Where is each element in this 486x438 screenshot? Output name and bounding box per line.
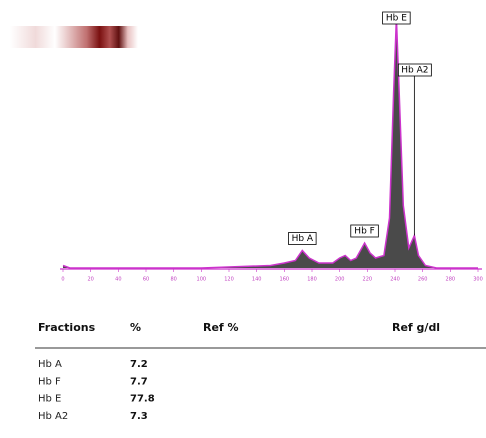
x-tick-label: 140 xyxy=(252,277,262,283)
table-value: 77.8 xyxy=(130,394,155,405)
table-fraction: Hb A2 xyxy=(38,411,68,422)
annotation: Hb E xyxy=(386,14,407,24)
x-tick-label: 280 xyxy=(446,277,456,283)
table-fraction: Hb A xyxy=(38,359,62,370)
x-tick-label: 20 xyxy=(87,277,93,283)
annotation: Hb A2 xyxy=(401,66,428,76)
annotation-box xyxy=(288,232,317,245)
x-tick-label: 60 xyxy=(143,277,149,283)
x-tick-label: 40 xyxy=(115,277,121,283)
x-tick-label: 220 xyxy=(363,277,373,283)
area xyxy=(63,18,478,268)
x-tick-label: 120 xyxy=(224,277,234,283)
x-tick-label: 200 xyxy=(335,277,345,283)
annotation-box xyxy=(382,11,411,25)
table-header: Fractions xyxy=(38,321,96,334)
x-tick-label: 80 xyxy=(170,277,176,283)
annotation: Hb A xyxy=(292,234,314,244)
table-value: 7.7 xyxy=(130,376,148,387)
table-header: % xyxy=(130,321,141,334)
x-tick-label: 180 xyxy=(307,277,317,283)
gel-strip xyxy=(10,26,138,48)
annotation-box xyxy=(350,224,379,238)
x-tick-label: 300 xyxy=(473,277,483,283)
table-fraction: Hb F xyxy=(38,376,61,387)
x-tick-label: 0 xyxy=(61,277,64,283)
table-header: Ref g/dl xyxy=(392,321,440,334)
annotation-box xyxy=(397,63,432,77)
annotation: Hb F xyxy=(354,227,375,237)
table-fraction: Hb E xyxy=(38,394,61,405)
trace-line xyxy=(62,17,478,269)
x-tick-label: 160 xyxy=(280,277,290,283)
x-tick-label: 100 xyxy=(197,277,207,283)
table-value: 7.2 xyxy=(130,359,148,370)
table-value: 7.3 xyxy=(130,411,148,422)
x-tick-label: 260 xyxy=(418,277,428,283)
table-header: Ref % xyxy=(203,321,239,334)
x-tick-label: 240 xyxy=(390,277,400,283)
